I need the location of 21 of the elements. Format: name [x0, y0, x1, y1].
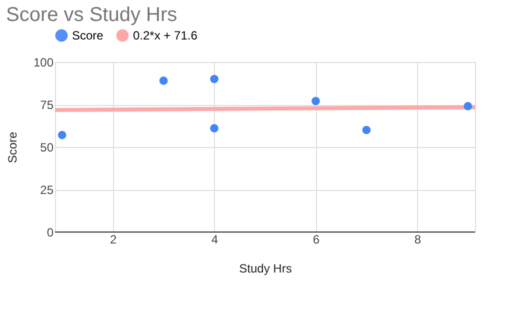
y-tick-label: 25: [40, 183, 54, 197]
x-tick-label: 2: [110, 232, 117, 246]
x-tick-label: 6: [312, 232, 320, 246]
x-tick-label: 8: [414, 232, 422, 246]
y-axis-title: Score: [5, 132, 20, 164]
x-axis-title: Study Hrs: [239, 262, 292, 276]
x-tick-label: 4: [211, 232, 218, 246]
chart-title: Score vs Study Hrs: [6, 4, 178, 26]
y-tick-label: 50: [40, 140, 54, 154]
legend-label: 0.2*x + 71.6: [133, 28, 198, 43]
point: [58, 130, 66, 140]
point: [210, 74, 218, 84]
point: [362, 126, 371, 134]
y-tick-label: 75: [40, 98, 54, 112]
y-tick-label: 100: [33, 56, 54, 70]
point: [159, 76, 168, 85]
y-tick-label: 0: [46, 226, 54, 240]
point: [210, 124, 218, 132]
legend-label: Score: [72, 28, 104, 43]
point: [464, 102, 472, 110]
point: [312, 96, 320, 106]
